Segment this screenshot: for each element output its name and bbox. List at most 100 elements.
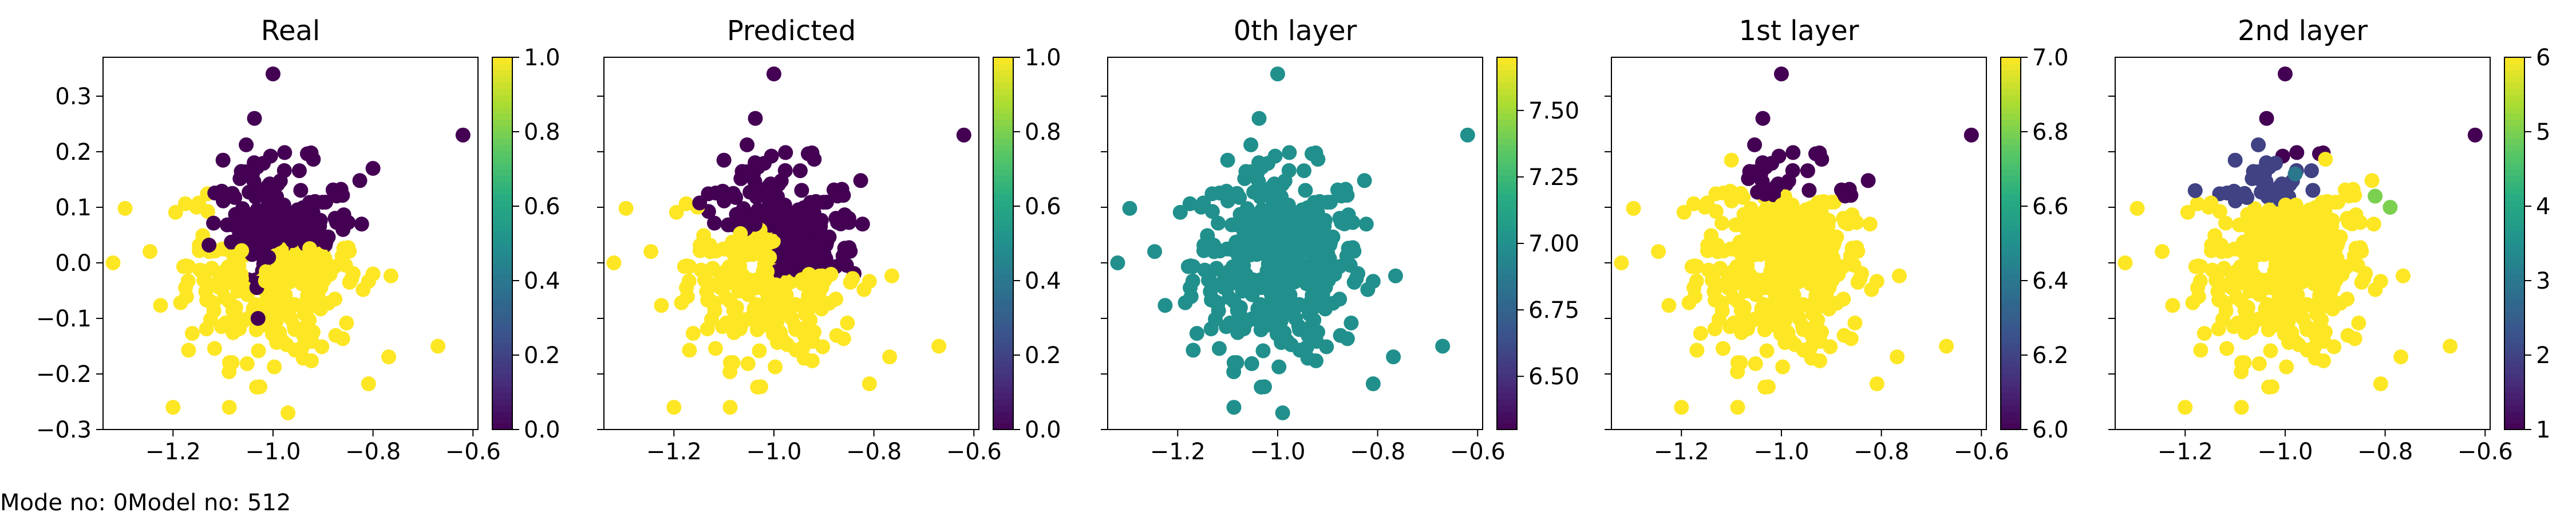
colorbar-segment — [492, 367, 512, 375]
scatter-point — [1365, 376, 1381, 392]
scatter-point — [841, 211, 856, 226]
scatter-point — [708, 341, 723, 356]
colorbar: 1 2 3 4 5 6 — [2504, 45, 2550, 443]
colorbar-segment — [1497, 163, 1517, 170]
colorbar-tick-label: 6.8 — [2032, 119, 2069, 145]
x-tick-label: −0.8 — [345, 439, 401, 465]
scatter-point — [2238, 325, 2253, 340]
scatter-point — [2117, 255, 2133, 270]
scatter-point — [1783, 333, 1799, 349]
scatter-point — [2219, 341, 2234, 356]
scatter-point — [232, 226, 247, 241]
scatter-point — [2270, 271, 2286, 287]
scatter-point — [1386, 349, 1401, 365]
colorbar-segment — [2504, 274, 2524, 281]
colorbar-segment — [993, 243, 1013, 250]
colorbar-segment — [492, 125, 512, 132]
scatter-point — [2155, 244, 2170, 259]
colorbar-segment — [993, 386, 1013, 393]
scatter-point — [1963, 127, 1979, 143]
scatter-point — [1812, 255, 1828, 271]
colorbar-segment — [2001, 249, 2021, 257]
colorbar-segment — [492, 107, 512, 114]
scatter-point — [776, 333, 791, 349]
scatter-point — [1801, 183, 1817, 198]
scatter-point — [830, 188, 846, 204]
colorbar-segment — [993, 342, 1013, 350]
colorbar-segment — [2504, 107, 2524, 114]
x-tick-label: −1.2 — [646, 439, 702, 465]
colorbar-segment — [492, 281, 512, 287]
scatter-point — [248, 322, 264, 337]
scatter-point — [1795, 318, 1810, 334]
colorbar-segment — [2001, 237, 2021, 244]
scatter-point — [2291, 250, 2307, 265]
colorbar-segment — [2504, 119, 2524, 127]
colorbar-segment — [2001, 318, 2021, 325]
colorbar-segment — [1497, 82, 1517, 89]
scatter-point — [264, 234, 280, 249]
x-tick-label: −1.2 — [1150, 439, 1206, 465]
colorbar-segment — [2504, 113, 2524, 120]
scatter-point — [699, 284, 714, 300]
scatter-point — [1818, 216, 1834, 232]
colorbar-tick-label: 4 — [2536, 194, 2550, 220]
scatter-point — [2190, 196, 2205, 211]
scatter-point — [777, 163, 793, 178]
scatter-point — [2340, 328, 2356, 343]
scatter-point — [2443, 338, 2458, 354]
colorbar-segment — [993, 417, 1013, 424]
scatter-point — [1730, 400, 1745, 415]
scatter-point — [729, 207, 744, 222]
scatter-point — [2261, 186, 2277, 202]
scatter-point — [2373, 274, 2388, 289]
colorbar-segment — [2001, 255, 2021, 263]
scatter-point — [206, 215, 222, 231]
scatter-points — [1614, 66, 1979, 415]
scatter-point — [1337, 216, 1352, 231]
x-tick-label: −0.8 — [1854, 439, 1909, 465]
scatter-point — [249, 379, 264, 395]
colorbar-segment — [2504, 411, 2524, 418]
colorbar-segment — [492, 392, 512, 399]
scatter-point — [788, 342, 804, 358]
scatter-point — [1251, 111, 1267, 126]
scatter-point — [2313, 300, 2329, 315]
scatter-point — [2366, 216, 2381, 232]
scatter-point — [1755, 207, 1771, 222]
colorbar-segment — [1497, 330, 1517, 337]
colorbar-segment — [492, 324, 512, 331]
colorbar-segment — [2504, 392, 2524, 399]
scatter-point — [1283, 302, 1298, 317]
colorbar-segment — [993, 218, 1013, 226]
colorbar-segment — [2504, 342, 2524, 350]
colorbar-segment — [2001, 367, 2021, 375]
colorbar-segment — [993, 404, 1013, 412]
scatter-point — [1307, 241, 1322, 257]
scatter-point — [1266, 308, 1282, 323]
scatter-point — [1232, 255, 1247, 270]
scatter-point — [796, 200, 812, 215]
colorbar-segment — [2504, 243, 2524, 250]
scatter-point — [1306, 300, 1321, 315]
colorbar-segment — [2001, 94, 2021, 101]
colorbar-segment — [1497, 262, 1517, 269]
scatter-point — [227, 255, 243, 270]
colorbar-segment — [1497, 293, 1517, 300]
scatter-point — [277, 145, 293, 160]
colorbar-segment — [2001, 349, 2021, 356]
scatter-point — [956, 127, 971, 143]
colorbar-segment — [993, 392, 1013, 399]
scatter-point — [181, 342, 196, 358]
scatter-point — [251, 343, 266, 359]
scatter-point — [1255, 343, 1271, 359]
scatter-point — [1687, 289, 1702, 304]
footer-note: Mode no: 0Model no: 512 — [0, 490, 291, 516]
colorbar-segment — [993, 274, 1013, 281]
scatter-point — [811, 216, 826, 232]
scatter-point — [931, 338, 947, 354]
scatter-point — [1279, 223, 1295, 239]
scatter-point — [310, 286, 326, 302]
colorbar-segment — [1497, 255, 1517, 263]
colorbar-segment — [2504, 281, 2524, 287]
